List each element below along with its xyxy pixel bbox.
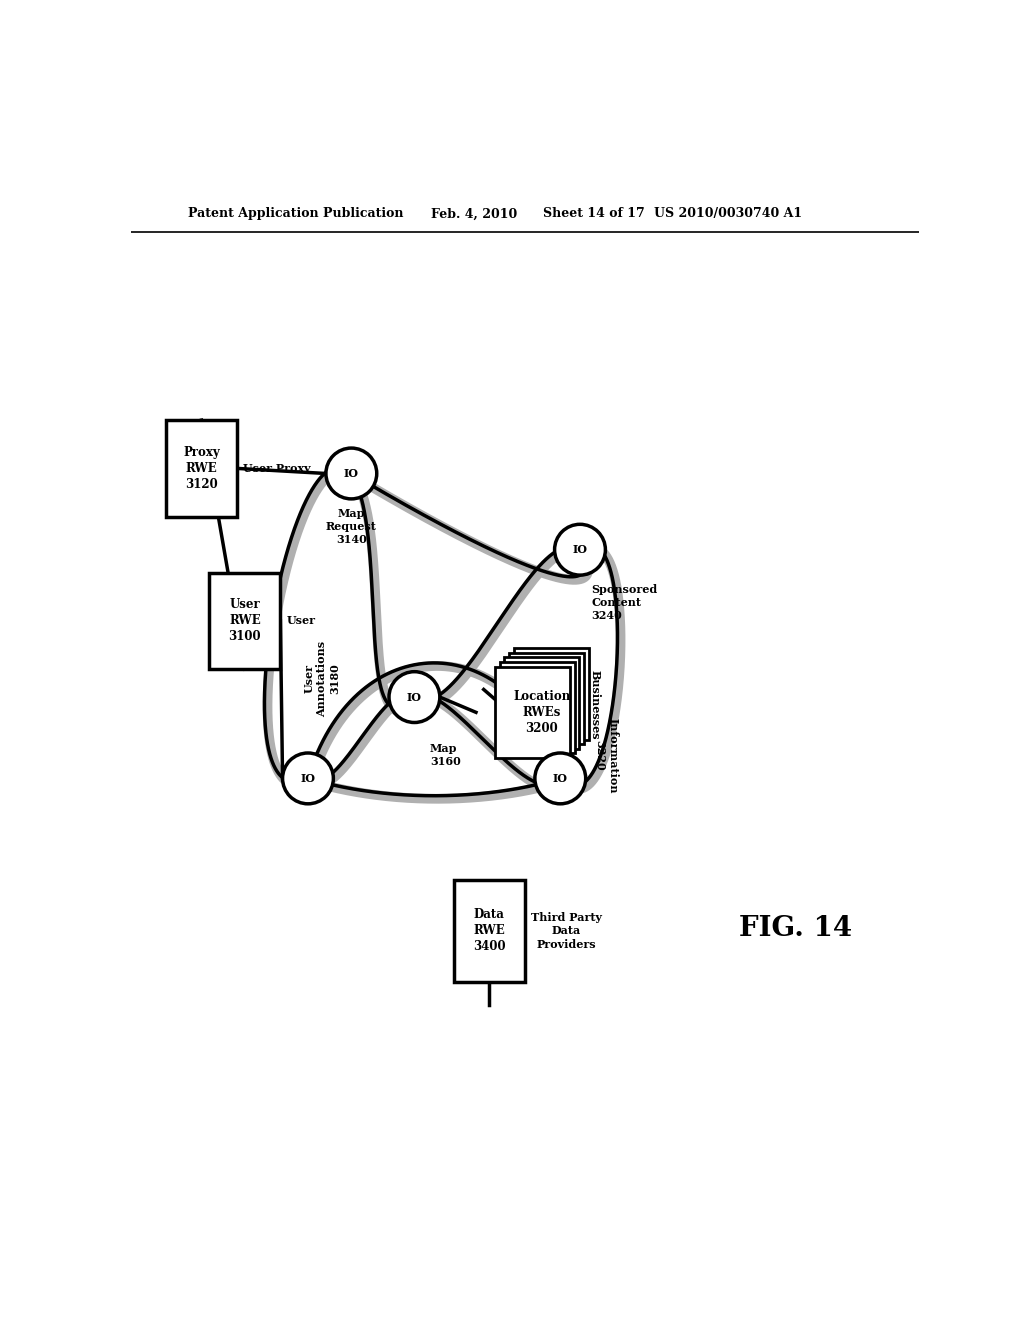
Text: Location
RWEs
3200: Location RWEs 3200	[513, 690, 570, 735]
Circle shape	[283, 752, 334, 804]
Text: Sheet 14 of 17: Sheet 14 of 17	[543, 207, 644, 220]
Text: US 2010/0030740 A1: US 2010/0030740 A1	[654, 207, 802, 220]
Text: IO: IO	[300, 774, 315, 784]
Circle shape	[555, 524, 605, 576]
Circle shape	[326, 447, 377, 499]
Text: Feb. 4, 2010: Feb. 4, 2010	[431, 207, 517, 220]
Text: IO: IO	[344, 469, 358, 479]
Text: User Proxy: User Proxy	[243, 463, 311, 474]
Text: Map
Request
3140: Map Request 3140	[326, 508, 377, 545]
FancyBboxPatch shape	[454, 880, 524, 982]
Text: Patent Application Publication: Patent Application Publication	[188, 207, 403, 220]
Circle shape	[535, 752, 586, 804]
Text: Sponsored
Content
3240: Sponsored Content 3240	[592, 585, 657, 620]
Text: Proxy
RWE
3120: Proxy RWE 3120	[183, 446, 220, 491]
FancyBboxPatch shape	[166, 420, 237, 516]
Text: IO: IO	[572, 544, 588, 556]
Text: Third Party
Data
Providers: Third Party Data Providers	[531, 912, 602, 950]
FancyBboxPatch shape	[509, 653, 584, 744]
Text: IO: IO	[407, 692, 422, 702]
Text: User
Annotations
3180: User Annotations 3180	[303, 640, 340, 717]
Text: User
RWE
3100: User RWE 3100	[228, 598, 261, 643]
Circle shape	[389, 672, 440, 722]
FancyBboxPatch shape	[210, 573, 281, 669]
FancyBboxPatch shape	[514, 648, 589, 739]
FancyBboxPatch shape	[500, 663, 574, 754]
Text: FIG. 14: FIG. 14	[739, 915, 852, 942]
Text: User: User	[287, 615, 315, 627]
FancyBboxPatch shape	[505, 657, 580, 748]
FancyBboxPatch shape	[496, 667, 570, 758]
Text: Map
3160: Map 3160	[430, 743, 461, 767]
Text: IO: IO	[553, 774, 567, 784]
Text: Data
RWE
3400: Data RWE 3400	[473, 908, 506, 953]
Text: Businesses: Businesses	[589, 669, 600, 739]
Text: Information
3220: Information 3220	[595, 718, 618, 793]
